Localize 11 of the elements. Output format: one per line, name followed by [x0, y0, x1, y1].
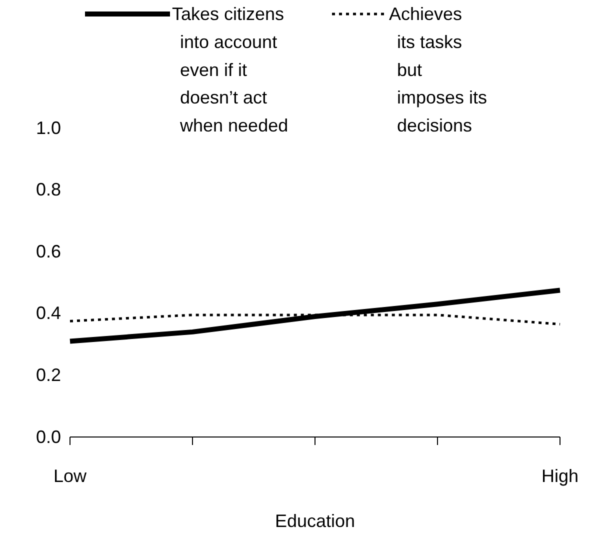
- legend-label: Takes citizens into account even if it doesn’t act when needed: [172, 4, 288, 136]
- y-tick-label: 0.0: [36, 426, 61, 447]
- legend-label: Achieves its tasks but imposes its decisions: [389, 4, 488, 136]
- x-tick-label: High: [541, 466, 579, 486]
- y-tick-label: 0.8: [36, 180, 61, 200]
- x-axis-title: Education: [274, 511, 356, 531]
- x-tick-label: Low: [53, 466, 88, 486]
- y-tick-label: 1.0: [36, 118, 61, 138]
- y-tick-label: 0.4: [36, 303, 61, 324]
- y-tick-label: 0.2: [36, 364, 61, 385]
- y-tick-label: 0.6: [36, 241, 61, 262]
